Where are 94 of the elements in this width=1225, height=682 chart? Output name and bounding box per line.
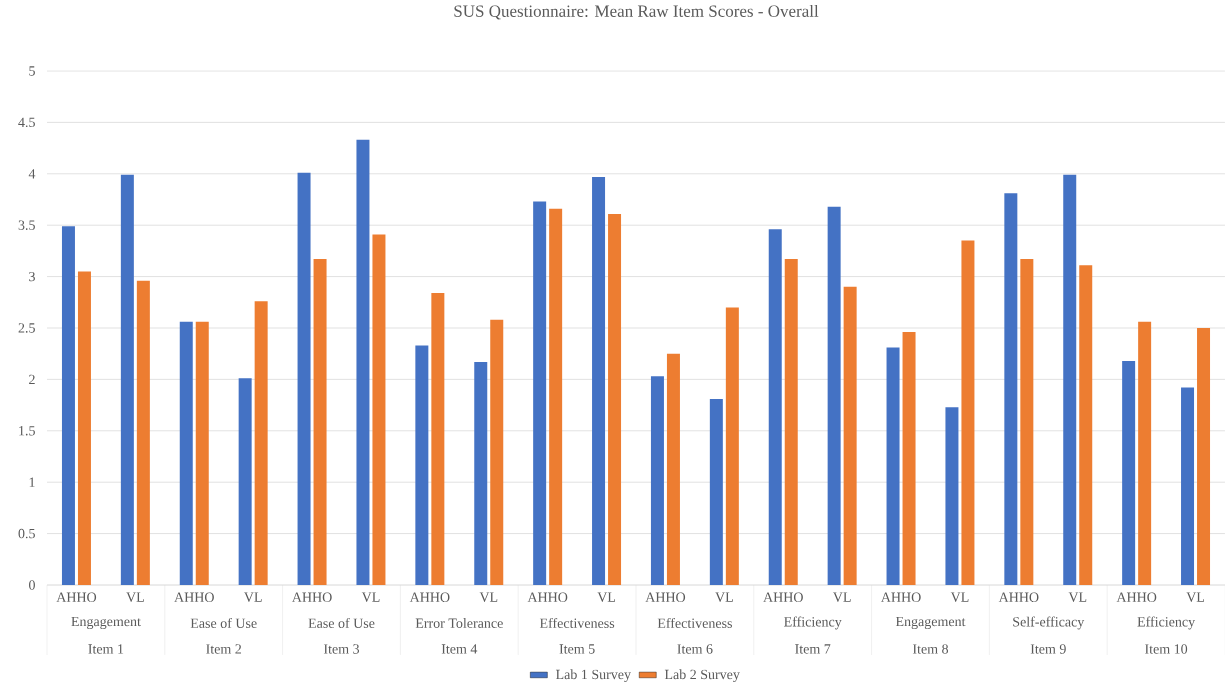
bar (297, 172, 311, 585)
bar (1138, 321, 1152, 585)
text: Ease of Use (308, 617, 375, 628)
bar (592, 176, 606, 585)
x-tick-label: VL (715, 592, 733, 602)
x-tick-label: VL (832, 592, 851, 602)
bar (490, 319, 504, 585)
bar (549, 208, 563, 585)
text: Item 9 (1030, 644, 1066, 654)
x-tick-label: VL (361, 592, 380, 602)
y-tick-label: 3 (29, 271, 35, 282)
x-tick-label: VL (597, 592, 616, 602)
bar (77, 271, 91, 585)
bar (886, 347, 900, 585)
x-tick-label: VL (1186, 592, 1205, 602)
text: Item 5 (559, 644, 595, 654)
y-tick-label: 2 (29, 374, 35, 385)
text: Item 4 (441, 644, 478, 654)
x-tick-label: AHHO (174, 592, 214, 602)
bar (784, 259, 798, 585)
x-tick-label: VL (243, 592, 262, 602)
text: Error Tolerance (415, 618, 503, 628)
bar (666, 353, 680, 585)
text: Item 1 (88, 644, 124, 654)
text: Efficiency (784, 616, 842, 630)
bar (843, 286, 857, 585)
y-tick-label: 1.5 (19, 426, 35, 436)
text: Item 6 (677, 644, 713, 654)
text: Engagement (71, 616, 141, 630)
x-tick-label: AHHO (763, 592, 803, 602)
bar (1197, 327, 1211, 585)
text: Self-efficacy (1013, 616, 1085, 630)
x-tick-label: AHHO (880, 592, 921, 602)
y-tick-label: 2.5 (18, 323, 35, 333)
y-tick-label: 4 (28, 169, 36, 179)
y-tick-label: 0.5 (18, 528, 35, 539)
x-tick-label: VL (479, 592, 498, 602)
x-tick-label: AHHO (291, 592, 332, 602)
legend-label: Lab 2 Survey (664, 669, 740, 682)
bar (902, 332, 916, 585)
bar (372, 234, 386, 585)
bar (768, 229, 782, 585)
text: Effectiveness (657, 617, 732, 628)
chart-title: SUS Questionnaire: Mean Raw Item Scores - Overall (454, 4, 819, 20)
bar (1122, 360, 1136, 585)
y-tick-label: 1 (29, 477, 35, 487)
bar (1004, 193, 1018, 585)
bar (725, 307, 739, 585)
y-tick-label: 5 (29, 66, 35, 76)
bar (356, 139, 370, 585)
bar (415, 345, 429, 585)
bar (474, 361, 488, 585)
x-tick-label: AHHO (527, 592, 568, 602)
text: Engagement (895, 616, 966, 630)
bar (195, 321, 209, 585)
legend-label: Lab 1 Survey (555, 669, 631, 682)
text: Item 7 (795, 644, 831, 654)
bar (827, 206, 841, 585)
text: Item 2 (206, 644, 242, 654)
y-tick-label: 4.5 (18, 117, 35, 128)
bar (136, 280, 150, 585)
bar (1063, 174, 1077, 585)
bar (1079, 265, 1093, 585)
bar (120, 174, 134, 585)
bar (533, 201, 547, 585)
text: Item 3 (323, 644, 360, 654)
text: Effectiveness (539, 617, 615, 628)
bar (961, 240, 975, 585)
bar (945, 407, 959, 585)
bar (431, 293, 445, 585)
bar (61, 226, 75, 585)
bar (313, 259, 327, 585)
bar (254, 301, 268, 585)
bar (238, 378, 252, 585)
x-tick-label: VL (950, 592, 969, 602)
x-tick-label: VL (1068, 592, 1087, 602)
x-tick-label: AHHO (998, 592, 1039, 602)
bar (1181, 387, 1195, 585)
x-tick-label: AHHO (645, 592, 686, 602)
bar (179, 321, 193, 585)
x-tick-label: AHHO (56, 592, 97, 602)
text: Item 8 (912, 644, 949, 654)
x-tick-label: VL (126, 592, 144, 602)
bar (650, 376, 664, 585)
text: Efficiency (1137, 616, 1196, 630)
bar (608, 213, 622, 585)
bar (1020, 259, 1034, 585)
text: Item 10 (1145, 644, 1188, 654)
x-tick-label: AHHO (409, 592, 450, 602)
bar (709, 398, 723, 585)
y-tick-label: 0 (29, 580, 35, 590)
text: Ease of Use (190, 617, 257, 628)
x-tick-label: AHHO (1116, 592, 1157, 602)
y-tick-label: 3.5 (18, 220, 35, 230)
